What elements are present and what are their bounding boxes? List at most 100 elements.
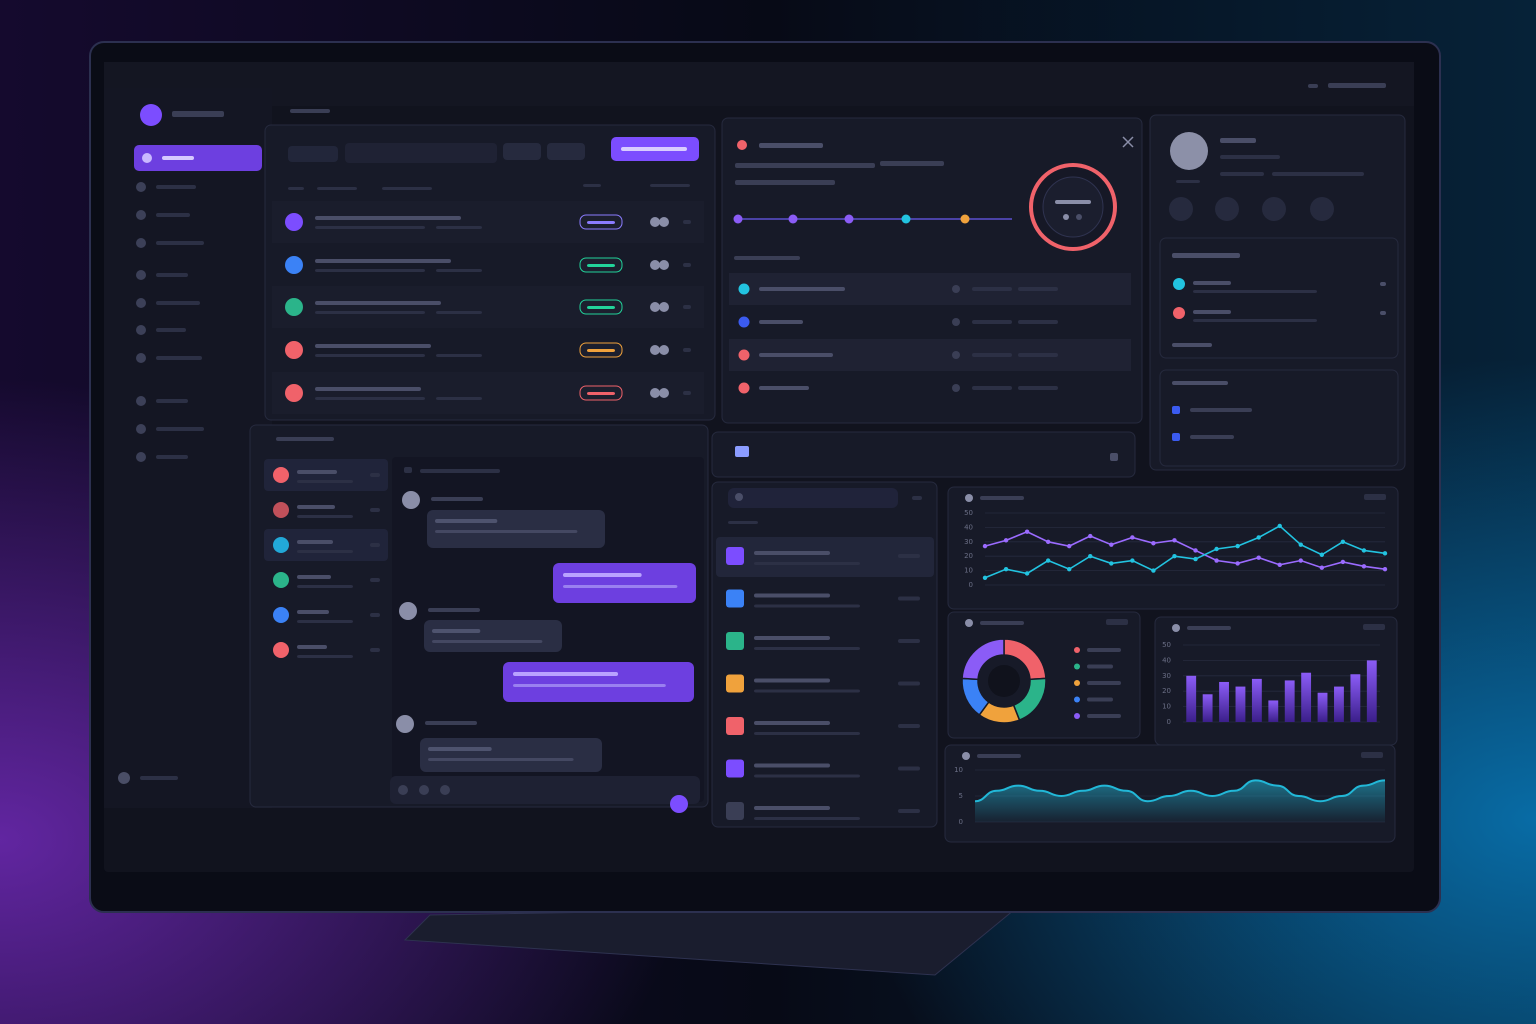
icon xyxy=(136,396,146,406)
icon xyxy=(659,260,669,270)
placeholder xyxy=(587,264,615,267)
placeholder xyxy=(972,287,1012,291)
chat-avatar xyxy=(399,602,417,620)
placeholder xyxy=(1087,714,1121,718)
placeholder xyxy=(1087,648,1121,652)
icon xyxy=(650,345,660,355)
icon xyxy=(142,153,152,163)
gauge-inner xyxy=(1042,176,1104,238)
contact-button xyxy=(1262,197,1286,221)
docs-header xyxy=(711,431,1136,478)
placeholder xyxy=(1220,172,1264,176)
y-tick-label: 10 xyxy=(964,567,973,575)
placeholder xyxy=(1328,83,1386,88)
placeholder xyxy=(735,163,875,168)
placeholder xyxy=(315,226,425,229)
line-point xyxy=(1130,558,1135,563)
top-bar xyxy=(104,62,1414,106)
line-point xyxy=(1045,539,1051,544)
placeholder xyxy=(156,328,186,332)
icon xyxy=(650,260,660,270)
task-row xyxy=(272,244,704,286)
bar xyxy=(1284,680,1295,722)
line-point xyxy=(1109,542,1114,547)
placeholder xyxy=(315,269,425,272)
icon xyxy=(650,302,660,312)
placeholder xyxy=(420,469,500,473)
placeholder xyxy=(980,621,1024,625)
placeholder xyxy=(1364,494,1386,500)
placeholder xyxy=(297,645,327,649)
placeholder xyxy=(735,180,835,185)
placeholder xyxy=(754,689,860,693)
line-point xyxy=(982,543,988,549)
bar xyxy=(1251,678,1262,722)
y-tick-label: 40 xyxy=(964,523,973,531)
placeholder xyxy=(683,220,691,224)
doc-icon xyxy=(726,802,744,820)
placeholder xyxy=(431,497,483,501)
placeholder xyxy=(1172,433,1180,441)
placeholder xyxy=(735,446,749,457)
icon xyxy=(136,210,146,220)
placeholder xyxy=(898,724,920,728)
placeholder xyxy=(583,184,601,187)
doc-icon xyxy=(726,632,744,650)
placeholder xyxy=(297,620,353,623)
placeholder xyxy=(759,143,823,148)
placeholder xyxy=(172,111,224,117)
line-point xyxy=(1109,561,1114,566)
legend-dot xyxy=(1074,680,1080,686)
placeholder xyxy=(370,578,380,582)
placeholder xyxy=(754,721,830,725)
icon xyxy=(738,316,750,328)
message-bubble-own xyxy=(553,563,696,603)
placeholder xyxy=(587,306,615,309)
placeholder xyxy=(1220,138,1256,143)
placeholder xyxy=(754,593,830,598)
placeholder xyxy=(1380,282,1386,286)
placeholder xyxy=(977,754,1021,758)
icon xyxy=(1173,307,1185,319)
placeholder xyxy=(156,213,190,217)
line-point xyxy=(1235,561,1240,566)
line-point xyxy=(1172,538,1177,543)
bar xyxy=(1366,660,1377,722)
line-point xyxy=(1193,548,1198,553)
message-bubble-own xyxy=(503,662,694,702)
placeholder xyxy=(1172,253,1240,258)
icon xyxy=(952,318,960,326)
placeholder xyxy=(297,655,353,658)
placeholder xyxy=(1087,681,1121,685)
placeholder xyxy=(315,311,425,314)
placeholder xyxy=(513,672,619,676)
y-tick-label: 50 xyxy=(964,509,973,517)
icon xyxy=(650,217,660,227)
placeholder xyxy=(276,437,334,441)
icon xyxy=(1076,214,1082,220)
line-point xyxy=(1298,542,1303,547)
message-bubble xyxy=(427,510,605,548)
placeholder xyxy=(754,636,830,640)
placeholder xyxy=(1272,172,1364,176)
placeholder xyxy=(315,397,425,400)
y-tick-label: 30 xyxy=(1162,672,1171,680)
contact-row xyxy=(264,529,388,561)
bar xyxy=(1235,686,1246,722)
placeholder xyxy=(754,562,860,565)
placeholder xyxy=(1055,200,1091,204)
placeholder xyxy=(156,356,202,360)
bar xyxy=(1301,672,1312,722)
icon xyxy=(738,349,750,361)
placeholder xyxy=(315,354,425,357)
sidebar xyxy=(104,88,272,808)
line-point xyxy=(1024,529,1030,534)
legend-dot xyxy=(1074,696,1080,703)
placeholder xyxy=(980,496,1024,500)
y-tick-label: 5 xyxy=(959,792,963,800)
placeholder xyxy=(428,758,574,761)
placeholder xyxy=(297,505,335,509)
task-row xyxy=(272,372,704,414)
bar xyxy=(1219,681,1229,722)
